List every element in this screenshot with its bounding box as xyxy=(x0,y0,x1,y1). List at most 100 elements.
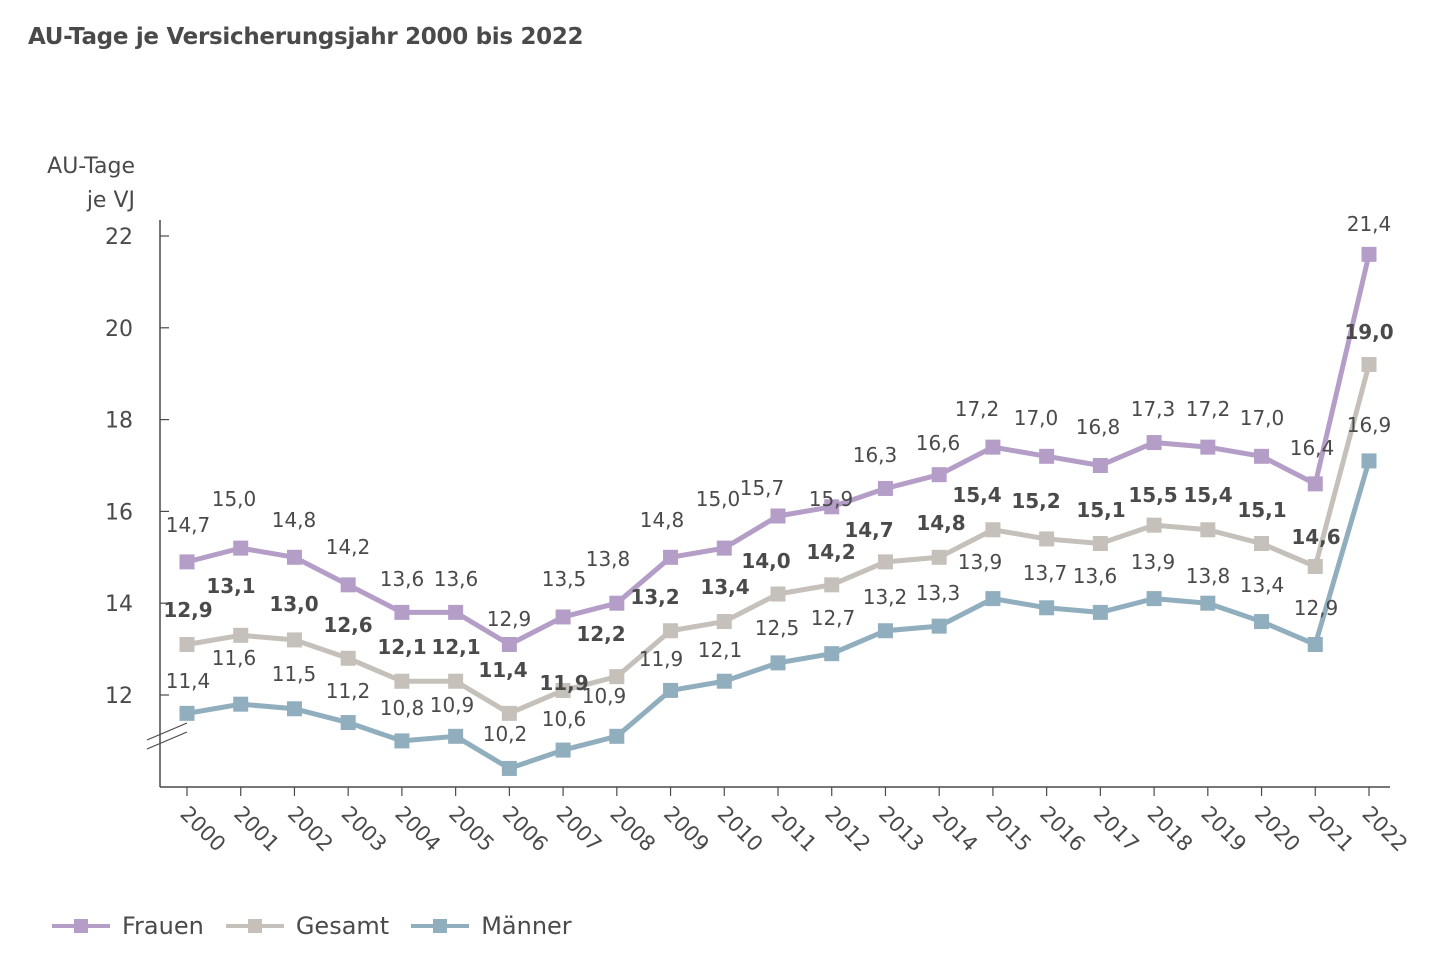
data-label: 14,8 xyxy=(916,511,965,535)
data-point xyxy=(877,623,893,639)
data-label: 15,4 xyxy=(1183,483,1232,507)
data-point xyxy=(233,627,249,643)
data-label: 12,9 xyxy=(487,607,532,631)
data-label: 15,9 xyxy=(809,487,854,511)
data-point xyxy=(770,655,786,671)
data-point xyxy=(1092,604,1108,620)
x-tick-label: 2010 xyxy=(713,802,768,857)
data-label: 12,6 xyxy=(323,613,372,637)
legend-swatch-gesamt xyxy=(225,916,284,936)
x-tick-label: 2011 xyxy=(766,802,821,857)
data-label: 13,4 xyxy=(1240,573,1285,597)
data-label: 16,3 xyxy=(853,443,898,467)
data-label: 13,8 xyxy=(586,547,631,571)
data-point xyxy=(394,673,410,689)
data-label: 10,9 xyxy=(582,684,627,708)
data-point xyxy=(179,554,195,570)
data-point xyxy=(448,728,464,744)
data-point xyxy=(501,637,517,653)
data-label: 14,7 xyxy=(166,513,211,537)
data-label: 14,7 xyxy=(844,518,893,542)
data-label: 11,6 xyxy=(212,646,257,670)
data-point xyxy=(179,637,195,653)
data-point xyxy=(985,439,1001,455)
data-point xyxy=(716,614,732,630)
data-label: 10,2 xyxy=(483,722,528,746)
data-label: 17,3 xyxy=(1131,397,1176,421)
data-label: 17,0 xyxy=(1014,406,1059,430)
data-label: 13,0 xyxy=(269,592,318,616)
x-tick-label: 2015 xyxy=(981,802,1036,857)
data-point xyxy=(340,715,356,731)
x-tick-label: 2020 xyxy=(1250,802,1305,857)
legend-swatch-frauen xyxy=(52,916,110,936)
x-tick-label: 2016 xyxy=(1035,802,1090,857)
data-point xyxy=(877,480,893,496)
legend-label: Frauen xyxy=(122,912,204,940)
data-label: 12,9 xyxy=(1294,596,1339,620)
data-label: 13,6 xyxy=(434,567,479,591)
x-tick-label: 2007 xyxy=(552,802,607,857)
data-label: 11,4 xyxy=(166,669,211,693)
axis-break-mark xyxy=(146,722,188,741)
data-point xyxy=(1200,439,1216,455)
data-point xyxy=(233,696,249,712)
y-tick-label: 12 xyxy=(105,684,133,709)
data-label: 12,5 xyxy=(755,616,800,640)
data-point xyxy=(286,701,302,717)
data-point xyxy=(1361,357,1377,373)
data-label: 13,2 xyxy=(630,585,679,609)
data-point xyxy=(609,728,625,744)
data-label: 17,0 xyxy=(1240,406,1285,430)
data-label: 13,9 xyxy=(958,550,1003,574)
data-label: 13,4 xyxy=(700,575,749,599)
x-tick-label: 2018 xyxy=(1143,802,1198,857)
data-label: 13,6 xyxy=(1073,564,1118,588)
data-point xyxy=(824,499,840,515)
data-point xyxy=(286,632,302,648)
data-label: 13,9 xyxy=(1131,550,1176,574)
data-point xyxy=(824,646,840,662)
data-point xyxy=(1039,600,1055,616)
y-tick-label: 14 xyxy=(105,592,133,617)
data-label: 12,1 xyxy=(377,635,426,659)
data-point xyxy=(340,650,356,666)
legend-label: Männer xyxy=(481,912,572,940)
data-point xyxy=(716,673,732,689)
data-label: 15,4 xyxy=(952,483,1001,507)
data-label: 14,2 xyxy=(806,540,855,564)
x-tick-label: 2000 xyxy=(175,802,230,857)
data-point xyxy=(1200,522,1216,538)
data-point xyxy=(985,591,1001,607)
x-tick-label: 2005 xyxy=(444,802,499,857)
data-point xyxy=(1092,536,1108,552)
y-axis-label: AU-Tage xyxy=(47,154,135,179)
x-tick-label: 2009 xyxy=(659,802,714,857)
data-point xyxy=(1039,448,1055,464)
legend-label: Gesamt xyxy=(295,912,390,940)
data-label: 11,9 xyxy=(639,647,684,671)
data-point xyxy=(1307,558,1323,574)
x-tick-label: 2021 xyxy=(1304,802,1359,857)
data-point xyxy=(340,577,356,593)
data-point xyxy=(501,760,517,776)
data-label: 15,2 xyxy=(1011,489,1060,513)
y-axis-label: je VJ xyxy=(86,188,135,213)
data-point xyxy=(448,604,464,620)
data-label: 12,7 xyxy=(811,606,856,630)
data-point xyxy=(555,609,571,625)
data-label: 13,2 xyxy=(863,585,908,609)
data-point xyxy=(233,540,249,556)
data-point xyxy=(824,577,840,593)
legend: Frauen Gesamt Männer xyxy=(52,912,594,940)
data-point xyxy=(394,604,410,620)
data-point xyxy=(1146,591,1162,607)
x-tick-label: 2006 xyxy=(498,802,553,857)
data-label: 16,6 xyxy=(916,431,961,455)
data-point xyxy=(663,682,679,698)
data-point xyxy=(1307,476,1323,492)
data-point xyxy=(179,705,195,721)
data-point xyxy=(555,682,571,698)
x-tick-label: 2001 xyxy=(229,802,284,857)
